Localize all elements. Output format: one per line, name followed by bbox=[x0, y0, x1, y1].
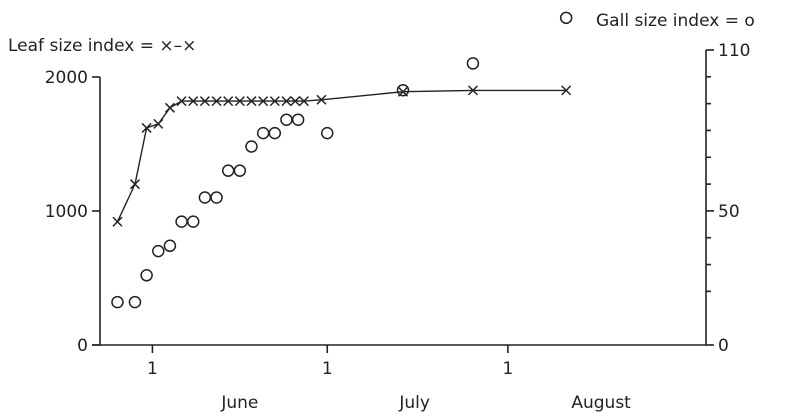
gall-size-point bbox=[256, 126, 270, 140]
right-y-tick-label: 0 bbox=[718, 336, 729, 356]
leaf-size-point bbox=[199, 96, 210, 107]
x-tick-label: 1 bbox=[502, 359, 513, 379]
left-y-tick-label: 2000 bbox=[45, 68, 88, 88]
month-label: June bbox=[220, 393, 258, 413]
leaf-size-point-stroke bbox=[561, 85, 572, 96]
right-y-tick-label: 110 bbox=[718, 41, 750, 61]
leaf-size-point bbox=[298, 96, 309, 107]
leaf-size-point bbox=[246, 96, 257, 107]
leaf-size-point bbox=[211, 96, 222, 107]
gall-size-point bbox=[245, 140, 258, 153]
leaf-size-point-stroke bbox=[199, 96, 210, 107]
gall-size-point bbox=[396, 83, 410, 97]
leaf-size-point-stroke bbox=[211, 96, 222, 107]
leaf-size-point-stroke bbox=[164, 102, 175, 113]
gall-size-point bbox=[221, 164, 235, 177]
leaf-size-point-stroke bbox=[223, 96, 234, 107]
gall-size-point bbox=[175, 215, 188, 228]
gall-size-point bbox=[140, 269, 153, 282]
leaf-size-point bbox=[164, 102, 175, 113]
leaf-size-point-stroke bbox=[269, 96, 280, 107]
leaf-size-point bbox=[129, 179, 140, 190]
leaf-size-point bbox=[112, 216, 123, 227]
axes: 0 1000 2000 0 50 110 1 1 1 June July August bbox=[45, 41, 751, 413]
leaf-size-point-stroke bbox=[234, 96, 245, 107]
leaf-size-point-stroke bbox=[281, 96, 292, 107]
gall-size-point bbox=[111, 295, 124, 309]
leaf-size-point-stroke bbox=[141, 122, 152, 133]
gall-size-point bbox=[128, 295, 142, 309]
leaf-size-point bbox=[281, 96, 292, 107]
leaf-size-point-stroke bbox=[176, 96, 187, 107]
leaf-size-point bbox=[223, 96, 234, 107]
plot-marks bbox=[111, 11, 573, 309]
leaf-size-point bbox=[234, 96, 245, 107]
leaf-size-point-stroke bbox=[112, 216, 123, 227]
gall-size-point bbox=[291, 113, 305, 126]
leaf-size-point-stroke bbox=[129, 179, 140, 190]
gall-size-point bbox=[280, 113, 293, 126]
gall-size-point bbox=[163, 239, 177, 253]
right-y-tick-label: 50 bbox=[718, 202, 740, 222]
leaf-size-point bbox=[176, 96, 187, 107]
gall-size-point bbox=[268, 126, 282, 140]
leaf-size-point bbox=[561, 85, 572, 96]
leaf-size-point bbox=[258, 96, 269, 107]
leaf-size-point bbox=[141, 122, 152, 133]
gall-size-point bbox=[198, 191, 212, 204]
gall-size-point bbox=[186, 215, 200, 228]
left-y-tick-label: 0 bbox=[77, 336, 88, 356]
gall-size-point bbox=[559, 11, 573, 25]
left-axis-label: Leaf size index = ×–× bbox=[8, 36, 196, 56]
month-label: August bbox=[571, 393, 631, 413]
leaf-size-point-stroke bbox=[258, 96, 269, 107]
gall-size-point bbox=[152, 244, 165, 258]
gall-size-point bbox=[321, 126, 334, 140]
x-tick-label: 1 bbox=[147, 359, 158, 379]
leaf-size-point-stroke bbox=[290, 96, 301, 107]
gall-size-point bbox=[210, 191, 223, 204]
x-tick-label: 1 bbox=[322, 359, 333, 379]
leaf-size-point-stroke bbox=[467, 85, 478, 96]
leaf-size-point-stroke bbox=[153, 118, 164, 129]
leaf-size-point bbox=[316, 94, 327, 105]
leaf-size-point-stroke bbox=[316, 94, 327, 105]
leaf-size-point bbox=[153, 118, 164, 129]
leaf-size-point-stroke bbox=[298, 96, 309, 107]
left-y-tick-label: 1000 bbox=[45, 202, 88, 222]
leaf-size-point bbox=[467, 85, 478, 96]
leaf-size-point-stroke bbox=[246, 96, 257, 107]
gall-size-point bbox=[466, 57, 480, 70]
leaf-size-point bbox=[269, 96, 280, 107]
leaf-size-point-stroke bbox=[188, 96, 199, 107]
gall-size-point bbox=[233, 164, 247, 177]
leaf-size-line bbox=[116, 89, 567, 222]
month-label: July bbox=[398, 393, 430, 413]
leaf-size-point bbox=[290, 96, 301, 107]
right-axis-label: Gall size index = o bbox=[596, 11, 755, 31]
leaf-size-point bbox=[188, 96, 199, 107]
